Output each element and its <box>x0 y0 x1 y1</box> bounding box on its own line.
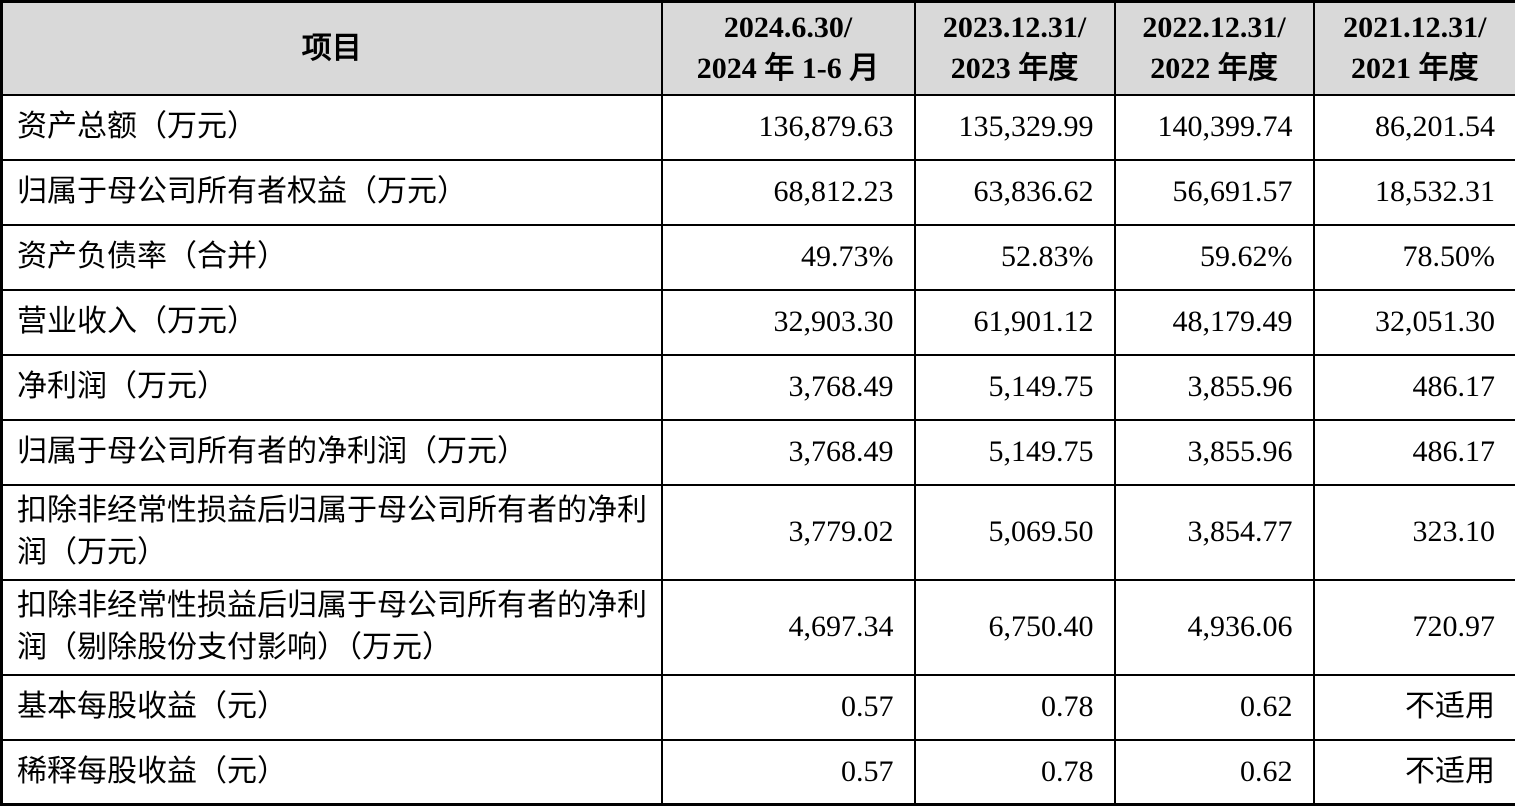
value-cell: 720.97 <box>1312 578 1515 676</box>
value-cell: 135,329.99 <box>913 93 1116 161</box>
value-cell: 5,149.75 <box>913 353 1116 421</box>
period-date: 2024.6.30/ <box>723 11 853 45</box>
column-header-period-2024: 2024.6.30/ 2024 年 1-6 月 <box>660 0 916 96</box>
period-range: 2023 年度 <box>950 52 1079 86</box>
value-cell: 3,855.96 <box>1113 353 1315 421</box>
column-header-item: 项目 <box>0 0 663 96</box>
value-cell: 0.62 <box>1113 673 1315 741</box>
value-cell: 不适用 <box>1312 738 1515 806</box>
table-row-net-profit: 净利润（万元） 3,768.49 5,149.75 3,855.96 486.1… <box>0 353 1515 421</box>
value-cell: 48,179.49 <box>1113 288 1315 356</box>
value-cell: 18,532.31 <box>1312 158 1515 226</box>
value-cell: 3,854.77 <box>1113 483 1315 581</box>
value-cell: 136,879.63 <box>660 93 916 161</box>
value-cell: 不适用 <box>1312 673 1515 741</box>
table-row-parent-net-profit: 归属于母公司所有者的净利润（万元） 3,768.49 5,149.75 3,85… <box>0 418 1515 486</box>
item-header-label: 项目 <box>301 31 362 65</box>
row-label: 基本每股收益（元） <box>0 673 663 741</box>
period-range: 2024 年 1-6 月 <box>696 52 880 86</box>
value-cell: 5,069.50 <box>913 483 1116 581</box>
value-cell: 78.50% <box>1312 223 1515 291</box>
table-row-deducted-net-profit-ex-share-payment: 扣除非经常性损益后归属于母公司所有者的净利润（剔除股份支付影响）（万元） 4,6… <box>0 578 1515 676</box>
period-range: 2021 年度 <box>1351 52 1479 86</box>
value-cell: 0.62 <box>1113 738 1315 806</box>
value-cell: 32,903.30 <box>660 288 916 356</box>
value-cell: 0.78 <box>913 738 1116 806</box>
value-cell: 5,149.75 <box>913 418 1116 486</box>
value-cell: 3,768.49 <box>660 418 916 486</box>
value-cell: 56,691.57 <box>1113 158 1315 226</box>
value-cell: 0.78 <box>913 673 1116 741</box>
value-cell: 49.73% <box>660 223 916 291</box>
value-cell: 4,697.34 <box>660 578 916 676</box>
table-row-deducted-net-profit: 扣除非经常性损益后归属于母公司所有者的净利润（万元） 3,779.02 5,06… <box>0 483 1515 581</box>
period-date: 2023.12.31/ <box>942 11 1087 45</box>
value-cell: 61,901.12 <box>913 288 1116 356</box>
row-label: 扣除非经常性损益后归属于母公司所有者的净利润（万元） <box>0 483 663 581</box>
row-label: 扣除非经常性损益后归属于母公司所有者的净利润（剔除股份支付影响）（万元） <box>0 578 663 676</box>
value-cell: 3,779.02 <box>660 483 916 581</box>
value-cell: 63,836.62 <box>913 158 1116 226</box>
value-cell: 486.17 <box>1312 418 1515 486</box>
value-cell: 486.17 <box>1312 353 1515 421</box>
value-cell: 59.62% <box>1113 223 1315 291</box>
table-row-basic-eps: 基本每股收益（元） 0.57 0.78 0.62 不适用 <box>0 673 1515 741</box>
value-cell: 3,768.49 <box>660 353 916 421</box>
value-cell: 68,812.23 <box>660 158 916 226</box>
row-label: 营业收入（万元） <box>0 288 663 356</box>
value-cell: 52.83% <box>913 223 1116 291</box>
value-cell: 3,855.96 <box>1113 418 1315 486</box>
row-label: 归属于母公司所有者权益（万元） <box>0 158 663 226</box>
period-date: 2021.12.31/ <box>1343 11 1487 45</box>
table-row-diluted-eps: 稀释每股收益（元） 0.57 0.78 0.62 不适用 <box>0 738 1515 806</box>
table-row-revenue: 营业收入（万元） 32,903.30 61,901.12 48,179.49 3… <box>0 288 1515 356</box>
value-cell: 0.57 <box>660 673 916 741</box>
table-row-parent-equity: 归属于母公司所有者权益（万元） 68,812.23 63,836.62 56,6… <box>0 158 1515 226</box>
value-cell: 4,936.06 <box>1113 578 1315 676</box>
table-row-debt-ratio: 资产负债率（合并） 49.73% 52.83% 59.62% 78.50% <box>0 223 1515 291</box>
column-header-period-2021: 2021.12.31/ 2021 年度 <box>1312 0 1515 96</box>
value-cell: 32,051.30 <box>1312 288 1515 356</box>
row-label: 资产负债率（合并） <box>0 223 663 291</box>
value-cell: 323.10 <box>1312 483 1515 581</box>
value-cell: 6,750.40 <box>913 578 1116 676</box>
header-row: 项目 2024.6.30/ 2024 年 1-6 月 2023.12.31/ 2… <box>0 0 1515 96</box>
column-header-period-2023: 2023.12.31/ 2023 年度 <box>913 0 1116 96</box>
value-cell: 140,399.74 <box>1113 93 1315 161</box>
row-label: 净利润（万元） <box>0 353 663 421</box>
table-row-total-assets: 资产总额（万元） 136,879.63 135,329.99 140,399.7… <box>0 93 1515 161</box>
value-cell: 86,201.54 <box>1312 93 1515 161</box>
value-cell: 0.57 <box>660 738 916 806</box>
row-label: 稀释每股收益（元） <box>0 738 663 806</box>
row-label: 资产总额（万元） <box>0 93 663 161</box>
row-label: 归属于母公司所有者的净利润（万元） <box>0 418 663 486</box>
column-header-period-2022: 2022.12.31/ 2022 年度 <box>1113 0 1315 96</box>
period-date: 2022.12.31/ <box>1142 11 1286 45</box>
period-range: 2022 年度 <box>1150 52 1278 86</box>
